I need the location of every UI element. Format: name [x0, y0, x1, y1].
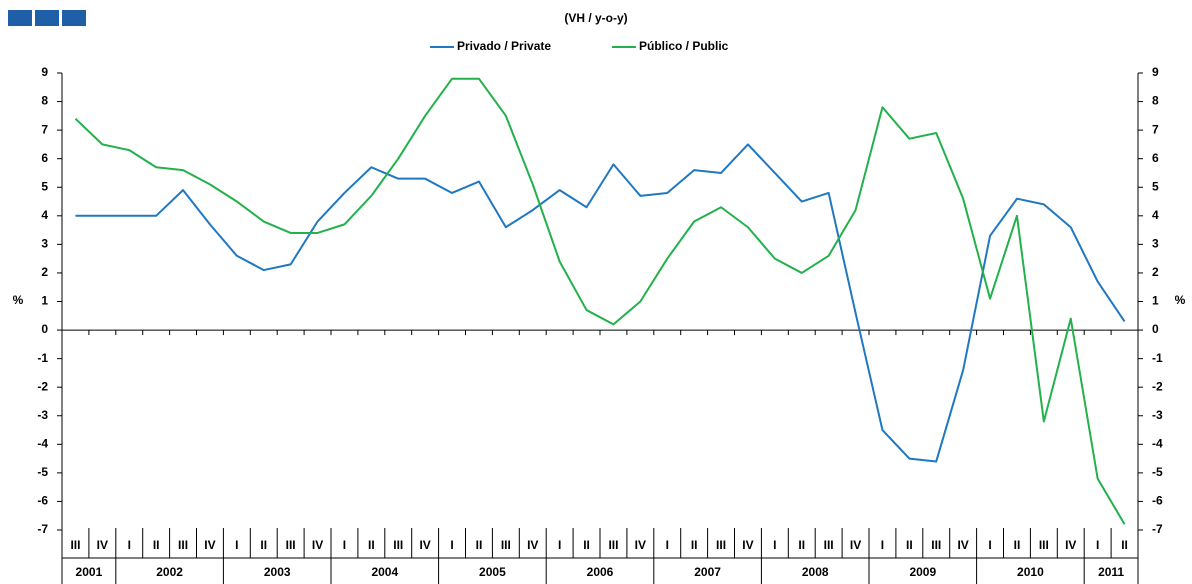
year-label: 2004	[371, 565, 398, 579]
x-tick-label: III	[931, 538, 941, 552]
x-tick-label: II	[368, 538, 375, 552]
y-axis-label: %	[1175, 293, 1186, 307]
y-tick-label: 2	[1152, 265, 1159, 279]
year-label: 2011	[1098, 565, 1124, 579]
y-tick-label: -6	[1152, 494, 1163, 508]
x-tick-label: II	[476, 538, 483, 552]
year-label: 2001	[76, 565, 103, 579]
x-tick-label: IV	[527, 538, 538, 552]
y-tick-label: 7	[41, 122, 48, 136]
year-label: 2009	[909, 565, 936, 579]
x-tick-label: IV	[957, 538, 968, 552]
series-line	[75, 143, 1126, 463]
x-tick-label: III	[824, 538, 834, 552]
y-tick-label: -3	[1152, 408, 1163, 422]
x-tick-label: I	[666, 538, 669, 552]
x-tick-label: I	[343, 538, 346, 552]
y-axis-label: %	[13, 293, 24, 307]
chart-title: (VH / y-o-y)	[564, 11, 627, 25]
logo-block	[8, 10, 32, 26]
y-tick-label: -7	[1152, 522, 1163, 536]
x-tick-label: II	[153, 538, 160, 552]
y-tick-label: 2	[41, 265, 48, 279]
x-tick-label: III	[1039, 538, 1049, 552]
y-tick-label: 0	[41, 322, 48, 336]
x-tick-label: I	[881, 538, 884, 552]
y-tick-label: -4	[1152, 436, 1163, 450]
logo-block	[35, 10, 59, 26]
y-tick-label: 3	[1152, 237, 1159, 251]
x-tick-label: IV	[97, 538, 108, 552]
y-tick-label: -7	[37, 522, 48, 536]
y-tick-label: -5	[37, 465, 48, 479]
y-tick-label: -3	[37, 408, 48, 422]
x-tick-label: III	[286, 538, 296, 552]
y-tick-label: 6	[1152, 151, 1159, 165]
y-tick-label: 7	[1152, 122, 1159, 136]
x-tick-label: I	[235, 538, 238, 552]
x-tick-label: II	[260, 538, 267, 552]
x-tick-label: II	[798, 538, 805, 552]
y-tick-label: 5	[1152, 179, 1159, 193]
y-tick-label: -6	[37, 494, 48, 508]
x-tick-label: IV	[742, 538, 753, 552]
year-label: 2003	[264, 565, 291, 579]
y-tick-label: 3	[41, 237, 48, 251]
year-label: 2008	[802, 565, 829, 579]
legend-label: Privado / Private	[457, 39, 551, 53]
year-label: 2002	[156, 565, 183, 579]
x-tick-label: III	[393, 538, 403, 552]
x-tick-label: II	[1121, 538, 1128, 552]
x-tick-label: I	[558, 538, 561, 552]
y-tick-label: -4	[37, 436, 48, 450]
y-tick-label: 5	[41, 179, 48, 193]
year-label: 2005	[479, 565, 506, 579]
x-tick-label: III	[608, 538, 618, 552]
x-tick-label: I	[128, 538, 131, 552]
y-tick-label: 4	[1152, 208, 1159, 222]
logo-block	[62, 10, 86, 26]
x-tick-label: IV	[204, 538, 215, 552]
x-tick-label: I	[773, 538, 776, 552]
x-tick-label: II	[691, 538, 698, 552]
x-tick-label: I	[988, 538, 991, 552]
y-tick-label: 4	[41, 208, 48, 222]
x-tick-label: III	[501, 538, 511, 552]
year-label: 2006	[587, 565, 614, 579]
y-tick-label: -1	[1152, 351, 1163, 365]
y-tick-label: -1	[37, 351, 48, 365]
series-line	[74, 77, 1126, 525]
x-tick-label: IV	[635, 538, 646, 552]
y-tick-label: 1	[41, 294, 48, 308]
x-tick-label: IV	[850, 538, 861, 552]
x-tick-label: IV	[419, 538, 430, 552]
y-tick-label: 6	[41, 151, 48, 165]
x-tick-label: II	[583, 538, 590, 552]
x-tick-label: III	[716, 538, 726, 552]
y-tick-label: -2	[1152, 379, 1163, 393]
x-tick-label: III	[178, 538, 188, 552]
x-tick-label: I	[1096, 538, 1099, 552]
y-tick-label: 9	[41, 65, 48, 79]
y-tick-label: -2	[37, 379, 48, 393]
year-label: 2010	[1017, 565, 1044, 579]
x-tick-label: II	[1014, 538, 1021, 552]
y-tick-label: 0	[1152, 322, 1159, 336]
x-tick-label: IV	[312, 538, 323, 552]
y-tick-label: -5	[1152, 465, 1163, 479]
y-tick-label: 1	[1152, 294, 1159, 308]
y-tick-label: 9	[1152, 65, 1159, 79]
x-tick-label: IV	[1065, 538, 1076, 552]
x-tick-label: II	[906, 538, 913, 552]
x-tick-label: I	[450, 538, 453, 552]
year-label: 2007	[694, 565, 721, 579]
x-tick-label: III	[70, 538, 80, 552]
y-tick-label: 8	[41, 94, 48, 108]
y-tick-label: 8	[1152, 94, 1159, 108]
legend-label: Público / Public	[639, 39, 729, 53]
